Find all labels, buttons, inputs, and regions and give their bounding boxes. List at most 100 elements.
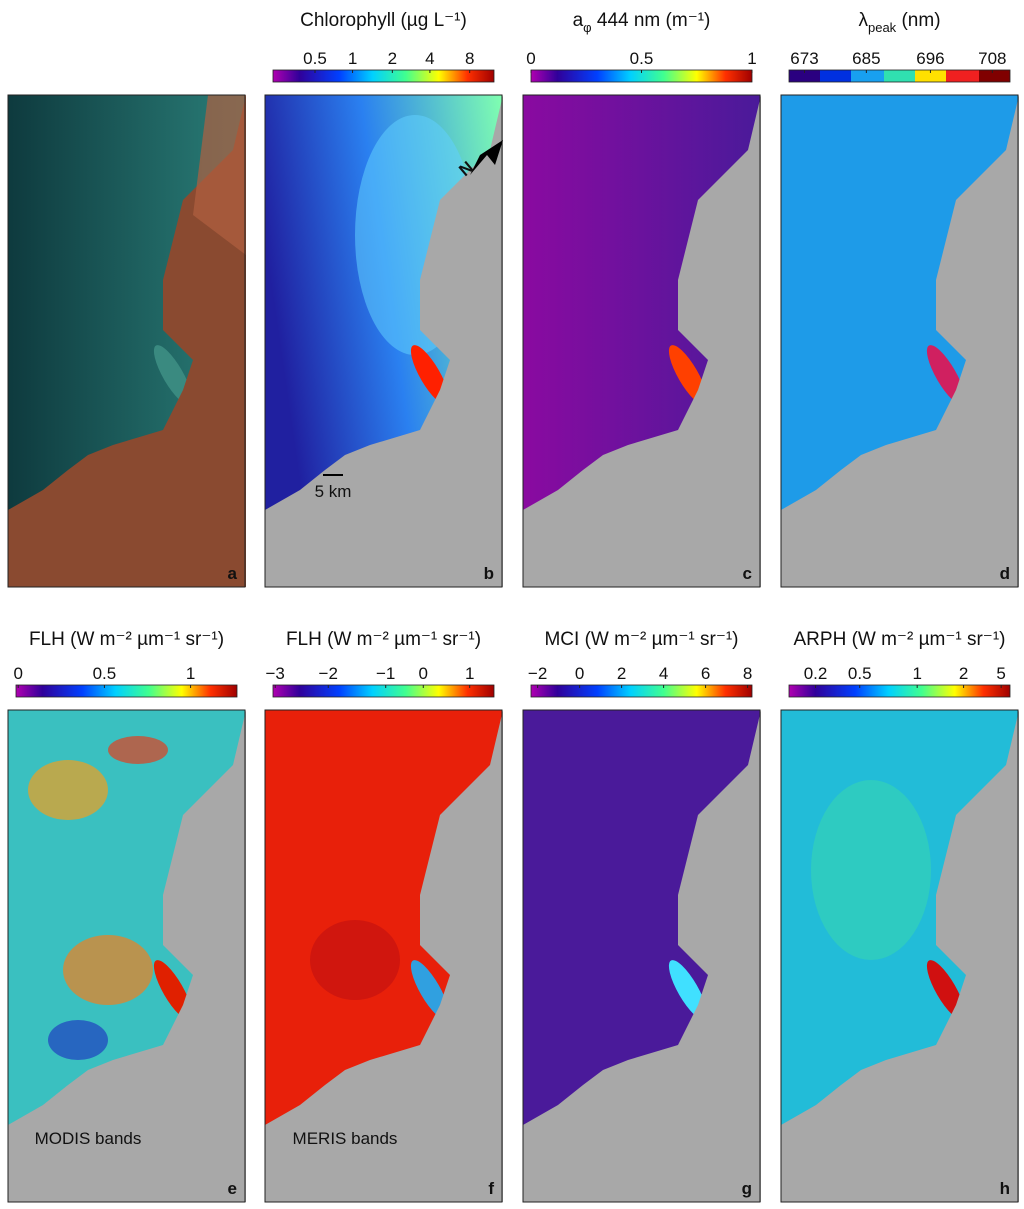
colorbar bbox=[788, 69, 1011, 83]
colorbar-tick-label: 1 bbox=[912, 664, 921, 683]
colorbar-tick-label: 673 bbox=[790, 49, 818, 68]
bloom bbox=[410, 960, 450, 1020]
panel-letter: g bbox=[742, 1179, 752, 1198]
colorbar-tick-label: 0.2 bbox=[804, 664, 828, 683]
panel: a bbox=[7, 94, 246, 588]
panel-letter: a bbox=[228, 564, 238, 583]
colorbar-tick-label: 1 bbox=[465, 664, 474, 683]
panel-title: MCI (W m⁻² µm⁻¹ sr⁻¹) bbox=[544, 629, 738, 650]
panel-title: Chlorophyll (µg L⁻¹) bbox=[300, 10, 467, 31]
feature bbox=[310, 920, 400, 1000]
colorbar-tick-label: −2 bbox=[319, 664, 338, 683]
colorbar-tick-label: 0.5 bbox=[303, 49, 327, 68]
panel-title: FLH (W m⁻² µm⁻¹ sr⁻¹) bbox=[286, 629, 481, 650]
panel: f MERIS bands bbox=[264, 709, 503, 1203]
panel: c bbox=[522, 94, 761, 588]
land bbox=[265, 710, 503, 1202]
colorbar-tick-label: 6 bbox=[701, 664, 710, 683]
colorbar bbox=[272, 69, 495, 83]
colorbar-tick-label: 0.5 bbox=[93, 664, 117, 683]
panel-title: aφ 444 nm (m⁻¹) bbox=[573, 10, 711, 35]
colorbar-tick-label: 4 bbox=[425, 49, 434, 68]
panel: g bbox=[522, 709, 761, 1203]
title-part: λ bbox=[858, 10, 868, 31]
panel-letter: c bbox=[743, 564, 752, 583]
title-part: 444 nm (m⁻¹) bbox=[592, 10, 711, 31]
panel: d bbox=[780, 94, 1019, 588]
colorbar-tick-label: 1 bbox=[348, 49, 357, 68]
colorbar-tick-label: 2 bbox=[959, 664, 968, 683]
panel-frame bbox=[780, 709, 1019, 1203]
panel-letter: f bbox=[488, 1179, 494, 1198]
colorbar-tick-label: 685 bbox=[852, 49, 880, 68]
land bbox=[523, 710, 761, 1202]
colorbar bbox=[530, 684, 753, 698]
bloom bbox=[668, 960, 708, 1020]
colorbar-tick-label: 0 bbox=[526, 49, 535, 68]
land bbox=[8, 95, 246, 587]
feature bbox=[28, 760, 108, 820]
panel-title: λpeak (nm) bbox=[858, 10, 940, 35]
panel-note: MERIS bands bbox=[293, 1129, 398, 1148]
feature bbox=[108, 736, 168, 764]
land-texture bbox=[193, 95, 246, 255]
colorbar-tick-label: 2 bbox=[617, 664, 626, 683]
panel: b5 kmN bbox=[264, 94, 503, 588]
land bbox=[523, 95, 761, 587]
colorbar-tick-label: 4 bbox=[659, 664, 668, 683]
colorbar-tick-label: 696 bbox=[916, 49, 944, 68]
land bbox=[781, 95, 1019, 587]
colorbar-tick-label: 0.5 bbox=[630, 49, 654, 68]
bloom bbox=[410, 345, 450, 405]
colorbar-tick-label: −2 bbox=[528, 664, 547, 683]
panel-letter: h bbox=[1000, 1179, 1010, 1198]
north-arrow bbox=[470, 140, 503, 175]
title-part: a bbox=[573, 10, 584, 31]
bloom bbox=[926, 960, 966, 1020]
colorbar-tick-label: 0 bbox=[575, 664, 584, 683]
colorbar-tick-label: 2 bbox=[388, 49, 397, 68]
feature bbox=[63, 935, 153, 1005]
colorbar-tick-label: −3 bbox=[266, 664, 285, 683]
bloom bbox=[153, 345, 193, 405]
feature bbox=[811, 780, 931, 960]
colorbar-tick-label: 1 bbox=[186, 664, 195, 683]
panel-letter: b bbox=[484, 564, 494, 583]
panel: h bbox=[780, 709, 1019, 1203]
bloom bbox=[668, 345, 708, 405]
colorbar-tick-label: 0 bbox=[13, 664, 22, 683]
colorbar-tick-label: 8 bbox=[465, 49, 474, 68]
title-part: peak bbox=[868, 20, 897, 35]
panel-frame bbox=[7, 94, 246, 588]
panel-frame bbox=[264, 709, 503, 1203]
land bbox=[265, 95, 503, 587]
panel-frame bbox=[522, 94, 761, 588]
bloom bbox=[153, 960, 193, 1020]
land bbox=[8, 710, 246, 1202]
scale-label: 5 km bbox=[315, 482, 352, 501]
panel-frame bbox=[7, 709, 246, 1203]
colorbar-tick-label: 1 bbox=[747, 49, 756, 68]
title-part: φ bbox=[583, 20, 591, 35]
feature bbox=[48, 1020, 108, 1060]
land bbox=[781, 710, 1019, 1202]
colorbar-tick-label: 0.5 bbox=[848, 664, 872, 683]
colorbar-tick-label: 8 bbox=[743, 664, 752, 683]
title-part: (nm) bbox=[896, 10, 940, 31]
panel-frame bbox=[264, 94, 503, 588]
colorbar-tick-label: 5 bbox=[996, 664, 1005, 683]
panel: e MODIS bands bbox=[7, 709, 246, 1203]
panel-frame bbox=[522, 709, 761, 1203]
panel-title: ARPH (W m⁻² µm⁻¹ sr⁻¹) bbox=[794, 629, 1006, 650]
colorbar bbox=[15, 684, 238, 698]
panel-frame bbox=[780, 94, 1019, 588]
panel-letter: d bbox=[1000, 564, 1010, 583]
bloom bbox=[926, 345, 966, 405]
colorbar bbox=[788, 684, 1011, 698]
panel-note: MODIS bands bbox=[35, 1129, 142, 1148]
colorbar-tick-label: −1 bbox=[376, 664, 395, 683]
colorbar-tick-label: 0 bbox=[419, 664, 428, 683]
panel-title: FLH (W m⁻² µm⁻¹ sr⁻¹) bbox=[29, 629, 224, 650]
colorbar bbox=[272, 684, 495, 698]
colorbar-tick-label: 708 bbox=[978, 49, 1006, 68]
